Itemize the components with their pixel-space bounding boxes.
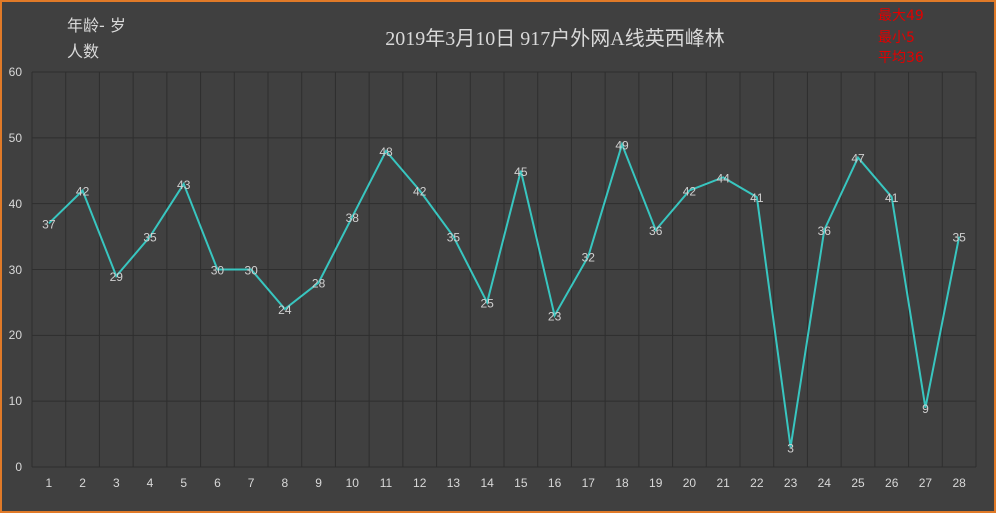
- y-tick-label: 60: [8, 65, 22, 79]
- data-label: 47: [851, 152, 865, 166]
- x-tick-label: 27: [919, 476, 933, 490]
- x-tick-label: 21: [716, 476, 730, 490]
- x-tick-label: 6: [214, 476, 221, 490]
- data-label: 48: [379, 145, 393, 159]
- x-tick-label: 3: [113, 476, 120, 490]
- data-label: 42: [683, 185, 697, 199]
- data-label: 3: [787, 441, 794, 455]
- x-tick-label: 12: [413, 476, 427, 490]
- y-tick-label: 50: [8, 130, 22, 145]
- data-label: 9: [922, 402, 929, 416]
- x-tick-label: 17: [582, 476, 596, 490]
- data-label: 35: [447, 231, 461, 245]
- data-label: 43: [177, 178, 191, 192]
- data-label: 36: [649, 224, 663, 238]
- data-label: 24: [278, 303, 292, 317]
- data-line: [48, 141, 961, 448]
- x-tick-label: 2: [79, 476, 86, 490]
- x-tick-label: 24: [818, 476, 832, 490]
- x-tick-label: 22: [750, 476, 764, 490]
- x-tick-label: 28: [952, 476, 966, 490]
- grid-lines: [31, 71, 977, 468]
- annotation-min: 最小5: [878, 30, 915, 46]
- x-tick-label: 18: [615, 476, 629, 490]
- x-tick-label: 20: [683, 476, 697, 490]
- data-label: 49: [615, 138, 629, 152]
- x-tick-label: 25: [851, 476, 865, 490]
- data-label: 23: [548, 310, 562, 324]
- y-tick-label: 20: [8, 328, 22, 343]
- x-tick-label: 15: [514, 476, 528, 490]
- annotation-max: 最大49: [878, 8, 924, 24]
- data-label: 42: [413, 185, 427, 199]
- x-tick-label: 5: [180, 476, 187, 490]
- data-label: 30: [244, 264, 258, 278]
- data-label: 36: [818, 224, 832, 238]
- data-label: 30: [211, 264, 225, 278]
- y-tick-label: 0: [15, 460, 22, 474]
- x-tick-label: 16: [548, 476, 562, 490]
- x-tick-label: 8: [282, 476, 289, 490]
- data-label: 44: [716, 171, 730, 185]
- x-tick-label: 26: [885, 476, 899, 490]
- x-tick-label: 11: [380, 476, 393, 490]
- x-tick-label: 13: [447, 476, 461, 490]
- data-label: 35: [143, 231, 157, 245]
- x-tick-label: 9: [315, 476, 322, 490]
- data-label: 32: [582, 250, 596, 264]
- x-tick-label: 14: [480, 476, 494, 490]
- data-labels: 37 42 29 35 43 30 30 24 28 38 48 42 35 25 45 23 32 49 36 42…: [42, 138, 966, 455]
- annotation-avg: 平均36: [878, 50, 924, 66]
- x-tick-label: 23: [784, 476, 798, 490]
- data-label: 37: [42, 217, 56, 231]
- data-label: 38: [346, 211, 360, 225]
- y-axis-label-age: 年龄- 岁: [67, 16, 126, 35]
- y-axis-label-count: 人数: [67, 42, 100, 61]
- data-label: 41: [750, 191, 764, 205]
- y-tick-label: 10: [8, 394, 22, 409]
- x-tick-label: 4: [147, 476, 154, 490]
- x-tick-label: 7: [248, 476, 255, 490]
- data-label: 25: [480, 296, 494, 310]
- data-label: 42: [76, 185, 90, 199]
- y-tick-label: 40: [8, 196, 22, 211]
- x-tick-label: 19: [649, 476, 663, 490]
- x-tick-label: 1: [46, 476, 53, 490]
- data-label: 45: [514, 165, 528, 179]
- data-label: 29: [110, 270, 124, 284]
- data-label: 35: [952, 231, 966, 245]
- data-label: 41: [885, 191, 899, 205]
- x-tick-label: 10: [346, 476, 360, 490]
- data-label: 28: [312, 277, 326, 291]
- x-axis-tick-labels: 1 2 3 4 5 6 7 8 9 10 11 12 13 14 15 16 17 18 19 20 21 22 23 24 2…: [46, 476, 967, 490]
- y-tick-label: 30: [8, 262, 22, 277]
- chart-title: 2019年3月10日 917户外网A线英西峰林: [385, 28, 725, 50]
